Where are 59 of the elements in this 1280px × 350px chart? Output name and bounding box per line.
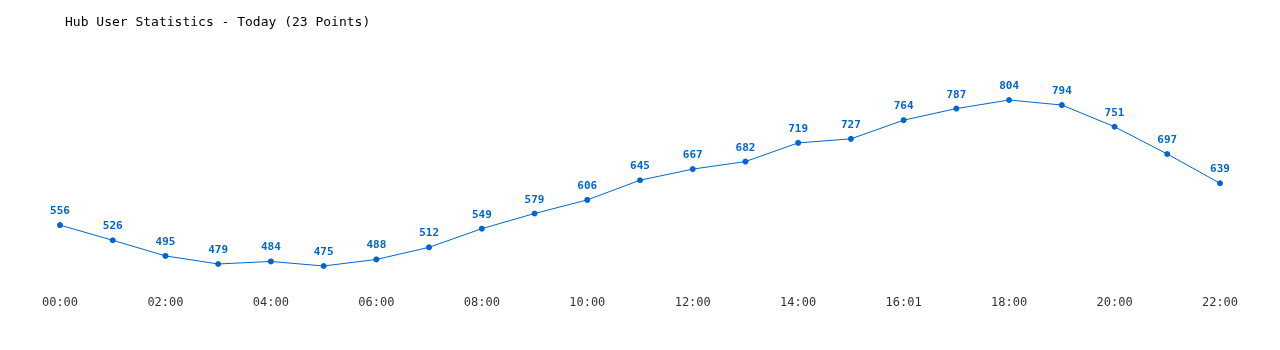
x-tick-label: 06:00	[358, 295, 395, 309]
data-label: 697	[1157, 132, 1178, 146]
data-label: 794	[1051, 84, 1073, 98]
point	[584, 196, 591, 203]
x-tick-label: 18:00	[991, 295, 1028, 309]
data-label: 764	[893, 99, 914, 113]
point	[1006, 97, 1013, 103]
point	[1058, 102, 1065, 109]
point	[953, 105, 960, 112]
x-tick-label: 00:00	[41, 295, 79, 309]
point	[267, 258, 274, 265]
data-label: 682	[735, 140, 756, 154]
point	[531, 210, 538, 217]
data-label: 556	[50, 204, 71, 218]
data-label: 484	[260, 240, 282, 254]
data-label: 719	[788, 121, 809, 135]
point	[57, 222, 63, 229]
point	[478, 225, 485, 232]
x-tick-label: 22:00	[1201, 295, 1239, 309]
data-label: 787	[946, 87, 967, 101]
data-label: 479	[208, 242, 229, 256]
data-label: 727	[840, 117, 861, 131]
x-tick-label: 14:00	[780, 295, 817, 309]
point	[637, 177, 643, 184]
x-tick-label: 10:00	[569, 295, 606, 309]
x-tick-label: 20:00	[1096, 295, 1133, 309]
point	[162, 252, 169, 259]
point	[373, 256, 380, 263]
x-tick-label: 02:00	[147, 295, 184, 309]
data-label: 751	[1104, 105, 1125, 119]
data-label: 645	[630, 159, 650, 173]
data-label: 606	[577, 178, 598, 192]
data-label: 804	[999, 79, 1020, 92]
x-tick-label: 12:00	[674, 295, 711, 309]
point	[426, 244, 433, 251]
point	[742, 158, 749, 165]
data-label: 495	[155, 234, 176, 248]
point	[689, 166, 696, 173]
x-tick-label: 08:00	[463, 295, 500, 309]
point	[320, 263, 327, 269]
data-label: 639	[1210, 162, 1230, 176]
point	[1164, 150, 1171, 157]
x-tick-label: 04:00	[252, 295, 289, 309]
x-tick-label: 16:01	[885, 295, 922, 309]
data-label: 512	[419, 226, 440, 240]
data-label: 579	[524, 192, 545, 206]
chart-title: Hub User Statistics - Today (23 Points)	[65, 14, 371, 29]
data-label: 488	[366, 238, 387, 252]
point	[1111, 123, 1118, 130]
point	[847, 135, 854, 142]
point	[900, 117, 907, 124]
point	[109, 237, 116, 244]
data-label: 526	[102, 219, 124, 233]
data-label: 667	[682, 148, 703, 162]
data-label: 549	[471, 207, 492, 221]
point	[1217, 180, 1223, 187]
point	[795, 139, 802, 146]
point	[215, 260, 222, 267]
data-label: 475	[313, 245, 334, 258]
